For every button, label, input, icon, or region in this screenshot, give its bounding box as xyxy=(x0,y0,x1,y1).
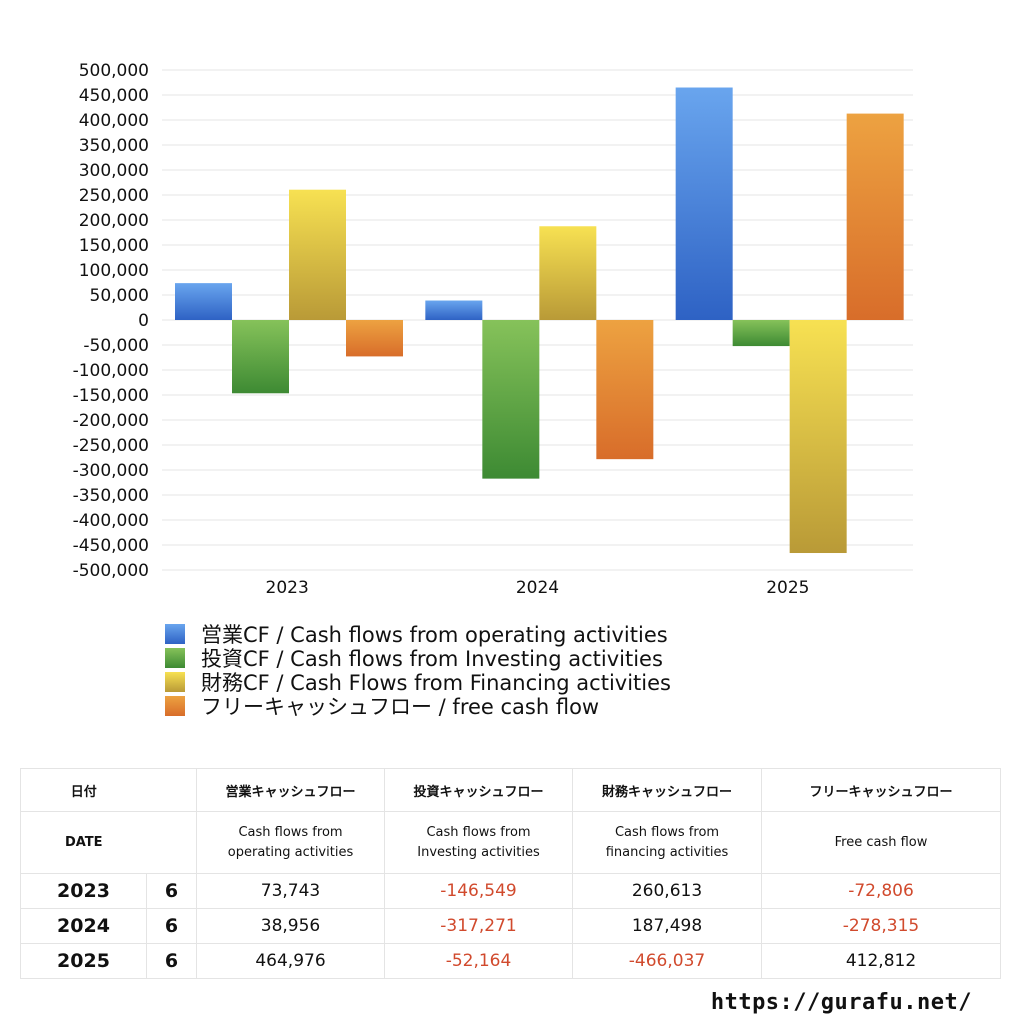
header-operating-en-line1: Cash flows from xyxy=(238,824,343,840)
table-header-row-en: DATE Cash flows from operating activities… xyxy=(20,811,1001,874)
bar xyxy=(675,87,733,321)
chart-legend: 営業CF / Cash flows from operating activit… xyxy=(165,622,671,719)
bar xyxy=(846,113,904,321)
y-tick-label: 50,000 xyxy=(90,286,149,306)
header-operating-en-line2: operating activities xyxy=(227,844,354,860)
row-month: 6 xyxy=(146,943,197,979)
y-tick-label: -450,000 xyxy=(73,536,149,556)
bar xyxy=(596,320,654,460)
y-tick-label: 0 xyxy=(138,311,149,331)
table-row: 2025 6 464,976 -52,164 -466,037 412,812 xyxy=(20,943,1001,979)
y-tick-label: 300,000 xyxy=(79,161,149,181)
row-financing: -466,037 xyxy=(572,943,762,979)
legend-swatch-financing xyxy=(165,672,185,692)
table-row: 2024 6 38,956 -317,271 187,498 -278,315 xyxy=(20,908,1001,944)
bar xyxy=(232,320,289,394)
y-tick-label: 150,000 xyxy=(79,236,149,256)
y-tick-label: 100,000 xyxy=(79,261,149,281)
legend-item-operating: 営業CF / Cash flows from operating activit… xyxy=(165,622,671,647)
bar xyxy=(789,320,847,554)
row-month: 6 xyxy=(146,873,197,909)
header-fcf-jp: フリーキャッシュフロー xyxy=(761,768,1001,812)
bar xyxy=(539,226,597,320)
legend-label-financing: 財務CF / Cash Flows from Financing activit… xyxy=(201,671,671,695)
bar xyxy=(289,189,346,320)
y-tick-label: 400,000 xyxy=(79,111,149,131)
row-operating: 73,743 xyxy=(196,873,385,909)
row-operating: 464,976 xyxy=(196,943,385,979)
y-tick-label: 350,000 xyxy=(79,136,149,156)
y-tick-label: 500,000 xyxy=(79,61,149,81)
row-year: 2023 xyxy=(20,873,147,909)
table-header-row-jp: 日付 営業キャッシュフロー 投資キャッシュフロー 財務キャッシュフロー フリーキ… xyxy=(20,768,1001,812)
row-financing: 260,613 xyxy=(572,873,762,909)
header-date-jp: 日付 xyxy=(20,768,147,812)
y-tick-label: -350,000 xyxy=(73,486,149,506)
legend-item-free-cash-flow: フリーキャッシュフロー / free cash flow xyxy=(165,694,671,719)
header-financing-en: Cash flows from financing activities xyxy=(572,811,762,874)
y-tick-label: -400,000 xyxy=(73,511,149,531)
bar xyxy=(175,283,232,320)
header-investing-jp: 投資キャッシュフロー xyxy=(384,768,573,812)
y-tick-label: 450,000 xyxy=(79,86,149,106)
row-operating: 38,956 xyxy=(196,908,385,944)
header-financing-en-line1: Cash flows from xyxy=(614,824,720,840)
x-tick-label: 2025 xyxy=(766,578,809,598)
y-tick-label: 200,000 xyxy=(79,211,149,231)
x-tick-label: 2024 xyxy=(516,578,559,598)
header-investing-en-line1: Cash flows from xyxy=(426,824,531,840)
header-investing-en: Cash flows from Investing activities xyxy=(384,811,573,874)
legend-label-free-cash-flow: フリーキャッシュフロー / free cash flow xyxy=(201,695,600,719)
bar xyxy=(482,320,540,479)
bar xyxy=(732,320,790,347)
header-month-en xyxy=(146,811,197,874)
header-date-en: DATE xyxy=(20,811,147,874)
legend-swatch-operating xyxy=(165,624,185,644)
y-tick-label: -50,000 xyxy=(83,336,149,356)
row-fcf: -278,315 xyxy=(761,908,1001,944)
header-investing-en-line2: Investing activities xyxy=(417,844,540,860)
legend-label-operating: 営業CF / Cash flows from operating activit… xyxy=(201,623,668,647)
y-tick-label: -200,000 xyxy=(73,411,149,431)
row-year: 2024 xyxy=(20,908,147,944)
y-tick-label: -500,000 xyxy=(73,561,149,581)
legend-swatch-free-cash-flow xyxy=(165,696,185,716)
row-investing: -146,549 xyxy=(384,873,573,909)
legend-item-financing: 財務CF / Cash Flows from Financing activit… xyxy=(165,670,671,695)
header-financing-en-line2: financing activities xyxy=(605,844,729,860)
row-year: 2025 xyxy=(20,943,147,979)
y-tick-label: -300,000 xyxy=(73,461,149,481)
legend-swatch-investing xyxy=(165,648,185,668)
table-row: 2023 6 73,743 -146,549 260,613 -72,806 xyxy=(20,873,1001,909)
site-url: https://gurafu.net/ xyxy=(710,990,972,1015)
bar xyxy=(425,300,483,320)
row-financing: 187,498 xyxy=(572,908,762,944)
row-investing: -52,164 xyxy=(384,943,573,979)
row-fcf: -72,806 xyxy=(761,873,1001,909)
x-tick-label: 2023 xyxy=(266,578,309,598)
y-tick-label: 250,000 xyxy=(79,186,149,206)
header-operating-en: Cash flows from operating activities xyxy=(196,811,385,874)
row-investing: -317,271 xyxy=(384,908,573,944)
y-tick-label: -150,000 xyxy=(73,386,149,406)
legend-label-investing: 投資CF / Cash flows from Investing activit… xyxy=(201,647,663,671)
header-operating-jp: 営業キャッシュフロー xyxy=(196,768,385,812)
bar xyxy=(346,320,403,357)
cash-flow-table: 日付 営業キャッシュフロー 投資キャッシュフロー 財務キャッシュフロー フリーキ… xyxy=(20,768,1001,979)
y-tick-label: -250,000 xyxy=(73,436,149,456)
cash-flow-bar-chart: 500,000 450,000 400,000 350,000 300,000 250,0… xyxy=(73,61,913,598)
legend-item-investing: 投資CF / Cash flows from Investing activit… xyxy=(165,646,671,671)
header-month-jp xyxy=(146,768,197,812)
row-month: 6 xyxy=(146,908,197,944)
row-fcf: 412,812 xyxy=(761,943,1001,979)
header-financing-jp: 財務キャッシュフロー xyxy=(572,768,762,812)
header-fcf-en: Free cash flow xyxy=(761,811,1001,874)
y-tick-label: -100,000 xyxy=(73,361,149,381)
